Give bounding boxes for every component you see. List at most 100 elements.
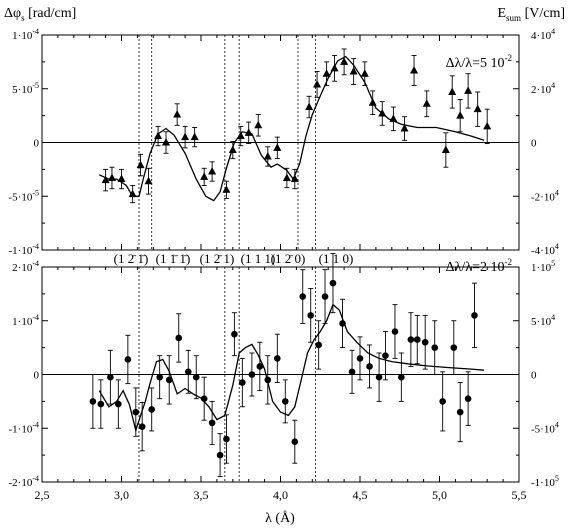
top-data-point xyxy=(305,102,314,111)
bottom-data-point xyxy=(281,398,289,405)
bottom-left-tick-label: 0 xyxy=(34,370,40,382)
bottom-data-point xyxy=(356,355,364,362)
tick-exponent: -4 xyxy=(32,474,39,483)
reflection-label: (1 2̄ 1) xyxy=(200,251,235,266)
top-data-point xyxy=(322,69,331,77)
top-data-point xyxy=(290,174,299,183)
top-data-point xyxy=(456,111,465,119)
top-data-point xyxy=(368,98,377,106)
reflection-label: (1 1̄ 1̄) xyxy=(156,251,191,266)
bottom-data-point xyxy=(407,336,415,343)
top-data-point xyxy=(107,173,116,181)
bottom-data-point xyxy=(315,341,322,349)
reflection-label: (1 2̄ 1̄) xyxy=(114,251,149,266)
bottom-data-point xyxy=(115,400,122,408)
bottom-left-tick-label: -1·10-4 xyxy=(9,420,40,435)
bottom-data-point xyxy=(291,438,299,445)
bottom-left-tick-label: 2·10-4 xyxy=(12,259,39,274)
top-data-point xyxy=(154,131,163,140)
tick-mantissa: 4·10 xyxy=(531,30,552,42)
top-data-point xyxy=(422,99,431,107)
tick-mantissa: 5·10 xyxy=(12,84,33,96)
tick-mantissa: -2·10 xyxy=(9,477,33,489)
top-data-point xyxy=(273,143,282,151)
tick-mantissa: -4·10 xyxy=(531,245,555,257)
bottom-data-point xyxy=(413,336,421,343)
tick-exponent: -4 xyxy=(32,313,39,322)
bottom-data-point xyxy=(471,312,478,319)
tick-exponent: 4 xyxy=(555,188,559,197)
bottom-right-tick-label: -5·104 xyxy=(531,420,559,435)
x-tick-label: 5,5 xyxy=(512,488,527,502)
top-data-point xyxy=(200,172,209,180)
top-data-point xyxy=(483,121,492,130)
top-data-point xyxy=(181,132,190,141)
top-right-tick-label: 2·104 xyxy=(531,81,555,96)
bottom-data-point xyxy=(464,395,472,402)
tick-exponent: 4 xyxy=(551,313,555,322)
tick-exponent: -4 xyxy=(32,242,39,251)
bottom-data-point xyxy=(156,373,163,381)
bottom-data-point xyxy=(439,398,446,405)
bottom-data-point xyxy=(165,376,173,384)
bottom-data-point xyxy=(231,330,238,338)
tick-mantissa: -5·10 xyxy=(531,423,555,435)
top-data-point xyxy=(254,120,263,129)
bottom-data-point xyxy=(329,279,337,287)
top-left-tick-label: 1·10-4 xyxy=(12,27,39,42)
tick-mantissa: -2·10 xyxy=(531,191,555,203)
top-right-tick-label: -2·104 xyxy=(531,188,559,203)
bottom-data-point xyxy=(366,363,373,370)
bottom-data-point xyxy=(375,373,383,381)
bottom-data-point xyxy=(450,344,458,351)
top-data-point xyxy=(244,128,253,136)
top-data-point xyxy=(128,189,137,198)
top-data-point xyxy=(208,167,217,175)
reflection-label: (1 2̄ 0) xyxy=(271,251,306,266)
bottom-data-point xyxy=(175,334,183,342)
x-axis-title: λ (Å) xyxy=(265,510,295,526)
bottom-data-point xyxy=(274,355,281,362)
top-data-point xyxy=(410,65,419,74)
top-data-point xyxy=(464,86,473,94)
bottom-data-point xyxy=(89,398,97,405)
tick-mantissa: 2·10 xyxy=(12,262,33,274)
right-axis-title: Esum [V/cm] xyxy=(497,6,565,23)
tick-exponent: 5 xyxy=(551,259,555,268)
bottom-data-point xyxy=(132,408,140,416)
tick-exponent: 4 xyxy=(555,242,559,251)
bottom-data-point xyxy=(348,368,356,376)
top-data-point xyxy=(228,145,237,154)
tick-mantissa: 0 xyxy=(531,370,537,382)
bottom-data-point xyxy=(321,293,329,300)
bottom-left-tick-label: -2·10-4 xyxy=(9,474,40,489)
top-data-point xyxy=(190,132,199,141)
x-tick-label: 4,5 xyxy=(353,488,368,502)
bottom-data-point xyxy=(184,368,192,376)
bottom-fit-curve xyxy=(98,303,485,433)
bottom-right-tick-label: 5·104 xyxy=(531,313,555,328)
bottom-data-point xyxy=(339,320,346,327)
top-annotation: Δλ/λ=5 10-2 xyxy=(446,53,512,71)
top-data-point xyxy=(144,176,153,185)
x-ticks: 2,5 3,0 3,5 4,0 4,5 5,0 5,5 xyxy=(35,488,527,502)
tick-exponent: 5 xyxy=(555,474,559,483)
x-tick-label: 3,5 xyxy=(194,488,209,502)
top-left-tick-label: -5·10-5 xyxy=(9,188,40,203)
annotation-exponent: -2 xyxy=(505,257,513,267)
bottom-right-tick-label: -1·105 xyxy=(531,474,559,489)
tick-exponent: 4 xyxy=(555,420,559,429)
bottom-data-point xyxy=(256,363,264,370)
bottom-data-point xyxy=(192,373,200,381)
bottom-data-point xyxy=(200,395,208,402)
top-left-tick-label: 5·10-5 xyxy=(12,81,39,96)
annotation-exponent: -2 xyxy=(505,53,513,63)
bottom-data-point xyxy=(382,352,389,359)
top-data-point xyxy=(448,87,457,95)
bottom-data-point xyxy=(456,408,464,416)
top-data-point xyxy=(162,138,171,146)
tick-exponent: -5 xyxy=(32,188,39,197)
